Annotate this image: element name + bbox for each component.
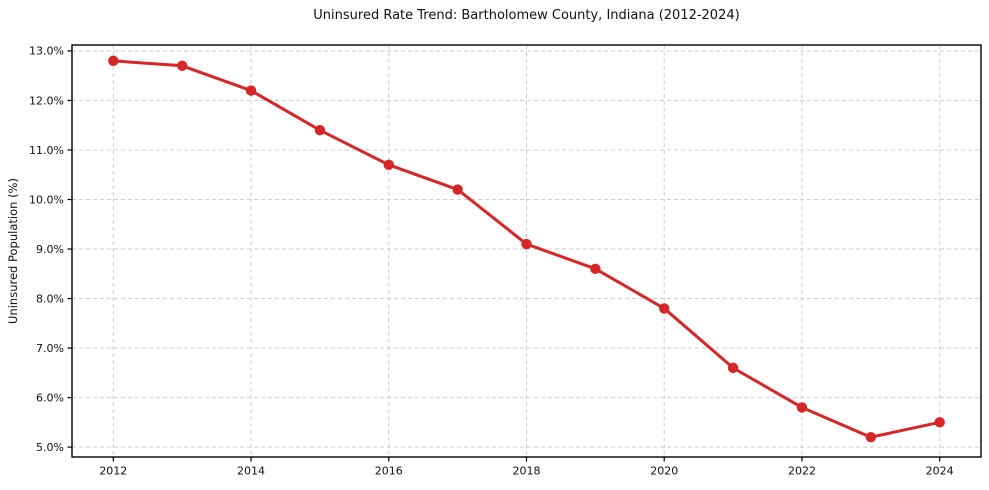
data-point [176, 60, 188, 71]
y-tick-label: 5.0% [36, 441, 64, 454]
y-tick-label: 9.0% [36, 243, 64, 256]
data-point [934, 417, 945, 428]
y-tick-label: 6.0% [36, 391, 64, 404]
y-axis-label: Uninsured Population (%) [6, 178, 20, 324]
y-tick-label: 7.0% [36, 342, 64, 355]
x-tick-label: 2014 [237, 465, 265, 478]
y-tick-label: 11.0% [29, 144, 64, 157]
x-tick-label: 2016 [375, 465, 403, 478]
data-point [452, 184, 463, 195]
data-point [108, 55, 119, 67]
y-tick-label: 10.0% [29, 193, 64, 206]
y-tick-label: 12.0% [29, 94, 64, 107]
chart-title: Uninsured Rate Trend: Bartholomew County… [313, 8, 740, 23]
x-tick-label: 2018 [513, 465, 541, 478]
data-point [245, 85, 257, 96]
y-tick-label: 8.0% [36, 292, 64, 305]
y-tick-label: 13.0% [29, 45, 64, 58]
x-tick-label: 2024 [926, 465, 954, 478]
data-point [383, 159, 394, 171]
data-point [796, 402, 808, 413]
data-point [727, 362, 739, 374]
x-tick-label: 2022 [788, 465, 816, 478]
data-point [314, 124, 326, 136]
x-tick-label: 2020 [650, 465, 678, 478]
x-tick-label: 2012 [99, 465, 127, 478]
data-point [659, 303, 670, 314]
data-point [590, 263, 601, 275]
data-point [865, 431, 877, 443]
data-point [521, 238, 532, 250]
